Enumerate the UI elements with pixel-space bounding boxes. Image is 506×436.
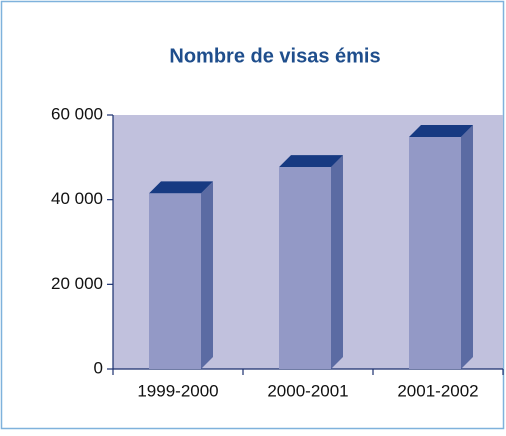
- x-tick-label: 2000-2001: [267, 381, 348, 400]
- y-tick-label: 60 000: [51, 104, 103, 123]
- bar: [279, 155, 343, 369]
- bar-front: [409, 137, 461, 369]
- x-tick-label: 2001-2002: [397, 381, 478, 400]
- bar-top: [279, 155, 343, 168]
- bar-top: [149, 181, 213, 194]
- chart-title: Nombre de visas émis: [169, 45, 380, 67]
- bar: [409, 125, 473, 369]
- y-tick-label: 40 000: [51, 189, 103, 208]
- bar-side: [331, 155, 343, 369]
- bar-side: [461, 125, 473, 369]
- y-tick-label: 0: [94, 358, 103, 377]
- bar: [149, 181, 213, 369]
- bar-top: [409, 125, 473, 138]
- bar-side: [201, 181, 213, 369]
- bar-front: [149, 193, 201, 369]
- y-tick-label: 20 000: [51, 274, 103, 293]
- bar-front: [279, 167, 331, 369]
- x-tick-label: 1999-2000: [137, 381, 218, 400]
